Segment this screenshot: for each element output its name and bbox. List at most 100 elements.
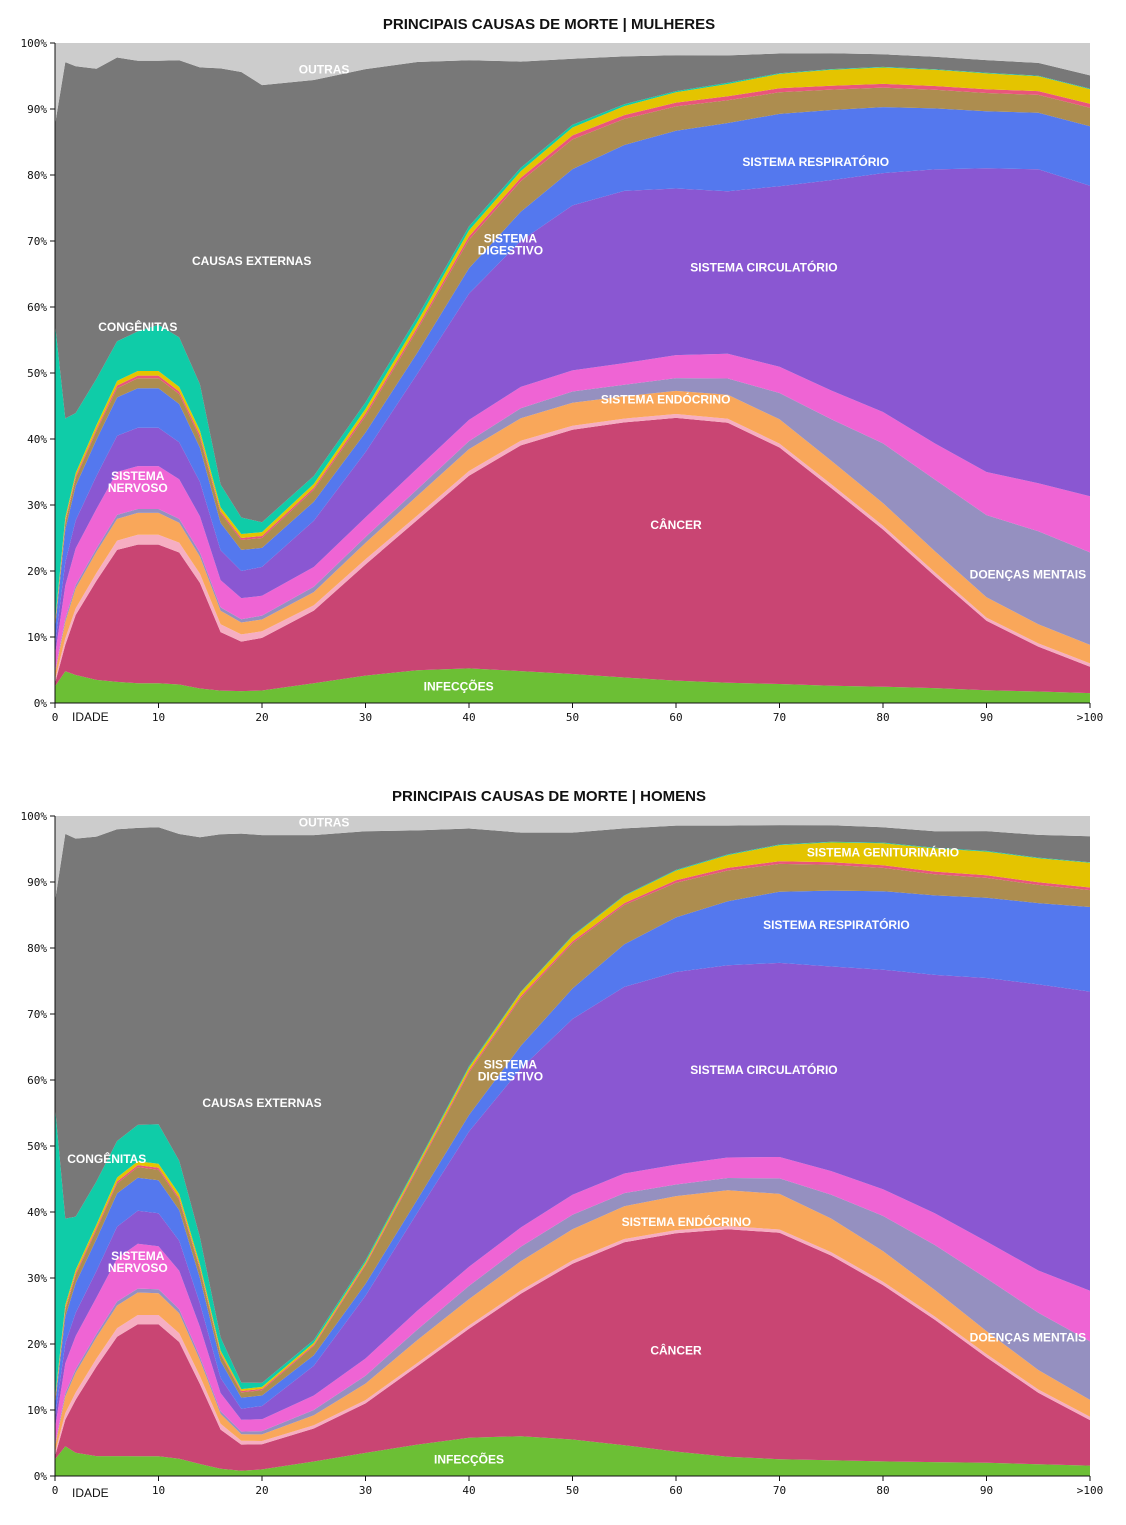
y-tick-label: 40% — [27, 1206, 47, 1219]
x-tick-label: 0 — [52, 711, 59, 724]
area-label-line: CAUSAS EXTERNAS — [192, 254, 311, 268]
area-end — [55, 1190, 1090, 1453]
y-tick-label: 40% — [27, 433, 47, 446]
area-label-line: SISTEMA RESPIRATÓRIO — [763, 917, 910, 932]
x-tick-label: 20 — [255, 711, 268, 724]
area-label-line: NERVOSO — [108, 1261, 168, 1275]
x-tick-label: 40 — [462, 711, 475, 724]
area-dig — [55, 863, 1090, 1405]
x-tick-label: 30 — [359, 711, 372, 724]
y-tick-label: 70% — [27, 235, 47, 248]
y-tick-label: 10% — [27, 631, 47, 644]
area-label-line: DIGESTIVO — [478, 244, 543, 258]
axes-men: 0% 10% 20% 30% 40% 50% 60% 70% 80% 90% 100% 0 10 20 30… — [21, 810, 1104, 1497]
area-label-can: CÂNCER — [650, 1343, 702, 1358]
area-can — [55, 417, 1090, 694]
area-res — [55, 107, 1090, 646]
area-ner — [55, 1157, 1090, 1445]
area-label-inf: INFECÇÕES — [434, 1452, 504, 1467]
x-tick-label: 70 — [773, 1484, 786, 1497]
x-tick-label: 50 — [566, 1484, 579, 1497]
area-label-res: SISTEMA RESPIRATÓRIO — [763, 917, 910, 932]
area-label-cir: SISTEMA CIRCULATÓRIO — [690, 259, 837, 274]
x-tick-label: 90 — [980, 1484, 993, 1497]
area-label-line: CONGÊNITAS — [98, 319, 177, 334]
area-label-con: CONGÊNITAS — [98, 319, 177, 334]
y-tick-label: 20% — [27, 1338, 47, 1351]
area-inf — [55, 668, 1090, 703]
area-label-line: DIGESTIVO — [478, 1069, 543, 1083]
area-label-can: CÂNCER — [650, 517, 702, 532]
area-res — [55, 890, 1090, 1419]
area-label-line: INFECÇÕES — [434, 1452, 504, 1467]
x-tick-label: 30 — [359, 1484, 372, 1497]
x-tick-label: 10 — [152, 1484, 165, 1497]
stacked-areas-men — [55, 816, 1090, 1476]
x-tick-label: 60 — [669, 1484, 682, 1497]
y-tick-label: 20% — [27, 565, 47, 578]
area-label-line: SISTEMA — [111, 469, 165, 483]
chart-women: PRINCIPAIS CAUSAS DE MORTE | MULHERES 0%… — [21, 16, 1104, 724]
area-label-inf: INFECÇÕES — [424, 679, 494, 694]
area-label-line: SISTEMA GENITURINÁRIO — [807, 844, 959, 859]
area-out — [55, 816, 1090, 901]
y-tick-label: 70% — [27, 1008, 47, 1021]
y-tick-label: 50% — [27, 367, 47, 380]
area-ext — [55, 825, 1090, 1383]
y-tick-label: 80% — [27, 942, 47, 955]
y-tick-label: 100% — [21, 37, 48, 50]
area-label-line: SISTEMA — [111, 1249, 165, 1263]
y-tick-label: 0% — [34, 697, 48, 710]
y-tick-label: 100% — [21, 810, 48, 823]
chart-men: PRINCIPAIS CAUSAS DE MORTE | HOMENS 0% 10… — [21, 788, 1104, 1500]
area-inf — [55, 1436, 1090, 1476]
area-label-out: OUTRAS — [299, 816, 350, 830]
area-cir — [55, 168, 1090, 656]
chart-title-men: PRINCIPAIS CAUSAS DE MORTE | HOMENS — [392, 788, 706, 805]
area-label-ext: CAUSAS EXTERNAS — [202, 1096, 321, 1110]
x-tick-label: 0 — [52, 1484, 59, 1497]
area-label-men: DOENÇAS MENTAIS — [970, 1330, 1086, 1344]
x-tick-label: >100 — [1077, 711, 1104, 724]
chart-title-women: PRINCIPAIS CAUSAS DE MORTE | MULHERES — [383, 16, 715, 33]
area-label-line: DOENÇAS MENTAIS — [970, 1330, 1086, 1344]
area-label-line: SISTEMA CIRCULATÓRIO — [690, 1062, 837, 1077]
y-tick-label: 90% — [27, 876, 47, 889]
area-gen — [55, 67, 1090, 625]
area-out — [55, 43, 1090, 125]
area-label-line: CAUSAS EXTERNAS — [202, 1096, 321, 1110]
area-dig — [55, 87, 1090, 629]
area-con — [55, 66, 1090, 623]
area-label-line: CÂNCER — [650, 517, 702, 532]
area-label-ner: SISTEMA NERVOSO — [108, 469, 168, 495]
y-tick-label: 60% — [27, 301, 47, 314]
y-tick-label: 80% — [27, 169, 47, 182]
y-tick-label: 10% — [27, 1404, 47, 1417]
area-label-dig: SISTEMA DIGESTIVO — [478, 1057, 543, 1083]
area-label-ner: SISTEMA NERVOSO — [108, 1249, 168, 1275]
x-axis-label-women: IDADE — [72, 710, 109, 724]
x-tick-label: 10 — [152, 711, 165, 724]
area-label-con: CONGÊNITAS — [67, 1151, 146, 1166]
y-tick-label: 0% — [34, 1470, 48, 1483]
area-label-end: SISTEMA ENDÓCRINO — [601, 391, 731, 406]
area-men — [55, 378, 1090, 674]
x-tick-label: 70 — [773, 711, 786, 724]
area-label-line: OUTRAS — [299, 62, 350, 76]
area-label-ext: CAUSAS EXTERNAS — [192, 254, 311, 268]
y-tick-label: 30% — [27, 1272, 47, 1285]
area-labels-men: OUTRAS SISTEMA GENITURINÁRIO SISTEMA RESPI… — [67, 816, 1086, 1467]
x-axis-label-men: IDADE — [72, 1486, 109, 1500]
x-tick-label: 90 — [980, 711, 993, 724]
area-label-gen: SISTEMA GENITURINÁRIO — [807, 844, 959, 859]
area-can — [55, 1229, 1090, 1471]
axes-women: 0% 10% 20% 30% 40% 50% 60% 70% 80% 90% 100% 0 10 20 30… — [21, 37, 1104, 724]
area-label-line: NERVOSO — [108, 481, 168, 495]
y-tick-label: 90% — [27, 103, 47, 116]
area-label-line: SISTEMA — [484, 232, 538, 246]
area-label-line: CÂNCER — [650, 1343, 702, 1358]
area-label-line: SISTEMA ENDÓCRINO — [601, 391, 731, 406]
area-label-line: SISTEMA CIRCULATÓRIO — [690, 259, 837, 274]
